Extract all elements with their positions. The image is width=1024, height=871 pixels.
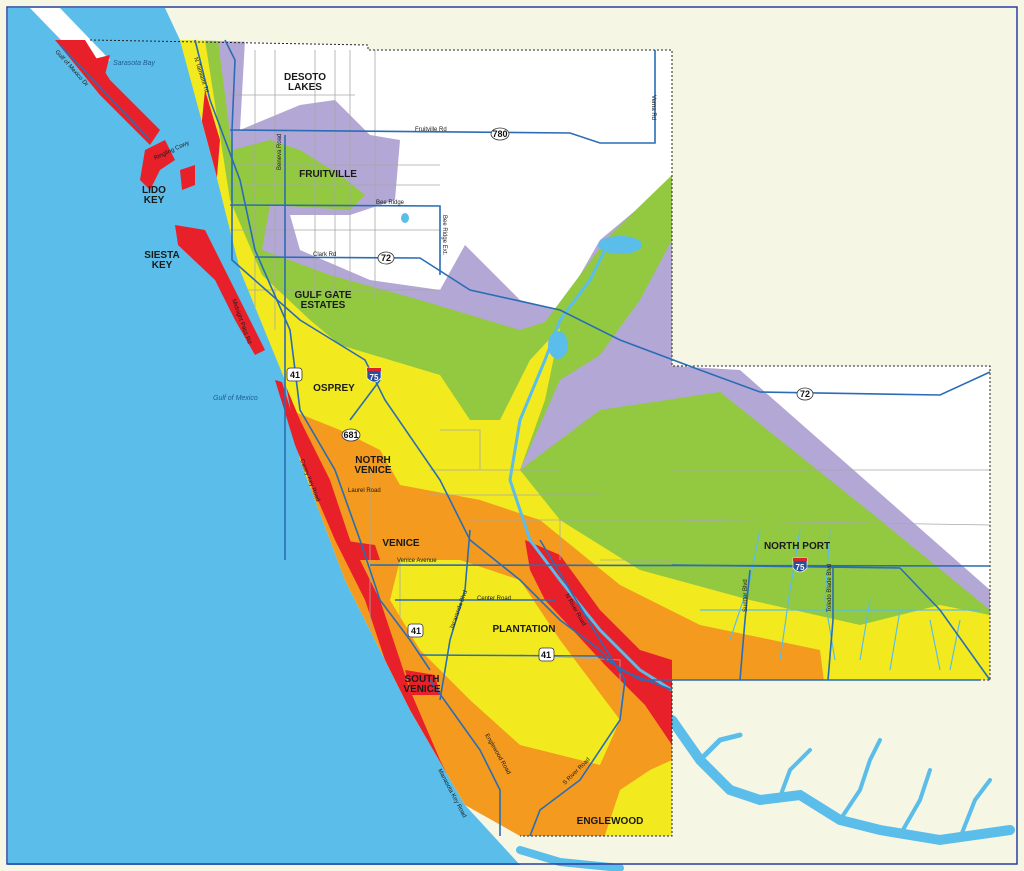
road-gulf-of-mexico-dr (59, 44, 151, 141)
label-beneva-road: Beneva Road (277, 134, 283, 170)
shield-i75-north: 75 (366, 367, 382, 383)
pond (401, 213, 409, 223)
label-north-port: NORTH PORT (764, 541, 830, 552)
label-osprey: OSPREY (313, 383, 355, 394)
label-gulf-of-mexico: Gulf of Mexico (213, 395, 258, 402)
zone-c-yellow-englewood (600, 760, 672, 836)
longboat-key (55, 40, 160, 145)
svg-text:75: 75 (796, 563, 805, 572)
svg-text:41: 41 (411, 626, 421, 636)
lake-upper-myakka (598, 236, 642, 254)
shield-sr780: 780 (490, 127, 510, 141)
label-fruitville-rd: Fruitville Rd (415, 127, 447, 133)
road-river (529, 539, 626, 837)
myakka-river (508, 239, 673, 692)
label-venice-avenue: Venice Avenue (397, 558, 437, 564)
label-verna-rd: Verna Rd (650, 95, 656, 120)
casey-key-island (275, 380, 322, 502)
label-lido-key: LIDO KEY (142, 185, 166, 206)
label-desoto-lakes: DESOTO LAKES (284, 72, 326, 93)
road-i75-east (671, 564, 991, 681)
svg-text:41: 41 (290, 370, 300, 380)
shield-sr72-west: 72 (377, 251, 395, 265)
svg-text:75: 75 (370, 373, 379, 382)
shield-sr72-east: 72 (796, 387, 814, 401)
svg-text:780: 780 (492, 129, 507, 139)
svg-text:41: 41 (541, 650, 551, 660)
label-center-road: Center Road (477, 596, 511, 602)
charlotte-harbor-water (516, 715, 1015, 871)
zone-a-red-south-venice (405, 670, 440, 695)
st-armands (180, 165, 195, 190)
road-fruitville (229, 50, 656, 144)
label-north-venice: NOTRH VENICE (354, 455, 392, 476)
road-clark-sr72 (254, 256, 991, 396)
svg-text:681: 681 (343, 430, 358, 440)
gulf-water (8, 8, 520, 865)
svg-text:72: 72 (381, 253, 391, 263)
label-bee-ridge-ext: Bee Ridge Ext. (441, 215, 447, 255)
label-siesta-key: SIESTA KEY (144, 250, 179, 271)
shield-us41-south: 41 (538, 647, 555, 662)
siesta-key-island (175, 225, 265, 355)
label-sarasota-bay: Sarasota Bay (113, 60, 156, 67)
road-i75 (224, 39, 673, 691)
label-fruitville: FRUITVILLE (299, 169, 357, 180)
label-laurel-road: Laurel Road (348, 488, 381, 494)
street-grid (230, 50, 990, 720)
label-gulf-gate-estates: GULF GATE ESTATES (294, 290, 351, 311)
map-frame (6, 6, 1018, 865)
label-venice: VENICE (382, 538, 420, 549)
zone-a-red-myakka (525, 540, 672, 745)
road-681 (349, 379, 381, 421)
road-us41 (194, 39, 431, 671)
road-sumter (739, 569, 751, 681)
label-englewood: ENGLEWOOD (577, 816, 644, 827)
road-toledo (827, 566, 834, 681)
label-bee-ridge: Bee Ridge (376, 200, 405, 206)
lido-key-island (140, 140, 175, 190)
label-clark-rd: Clark Rd (313, 252, 336, 258)
svg-text:72: 72 (800, 389, 810, 399)
label-plantation: PLANTATION (493, 624, 556, 635)
label-toledo-blade-blvd: Toledo Blade Blvd (827, 564, 833, 612)
shield-sr681: 681 (341, 428, 361, 442)
barrier-islands (55, 40, 322, 502)
label-south-venice: SOUTH VENICE (403, 674, 441, 695)
road-jacaranda (439, 529, 471, 701)
zone-c-yellow-plantation (390, 560, 620, 765)
lake (548, 331, 568, 359)
county-boundary (89, 39, 991, 837)
road-honore-bee-ridge (229, 204, 441, 275)
label-sumter-blvd: Sumter Blvd (743, 579, 749, 612)
shield-us41-north: 41 (286, 367, 303, 382)
major-roads (59, 39, 991, 837)
road-englewood (429, 679, 501, 836)
shield-i75-east: 75 (792, 557, 808, 573)
north-port-canals (700, 529, 980, 671)
shield-us41-mid: 41 (407, 623, 424, 638)
